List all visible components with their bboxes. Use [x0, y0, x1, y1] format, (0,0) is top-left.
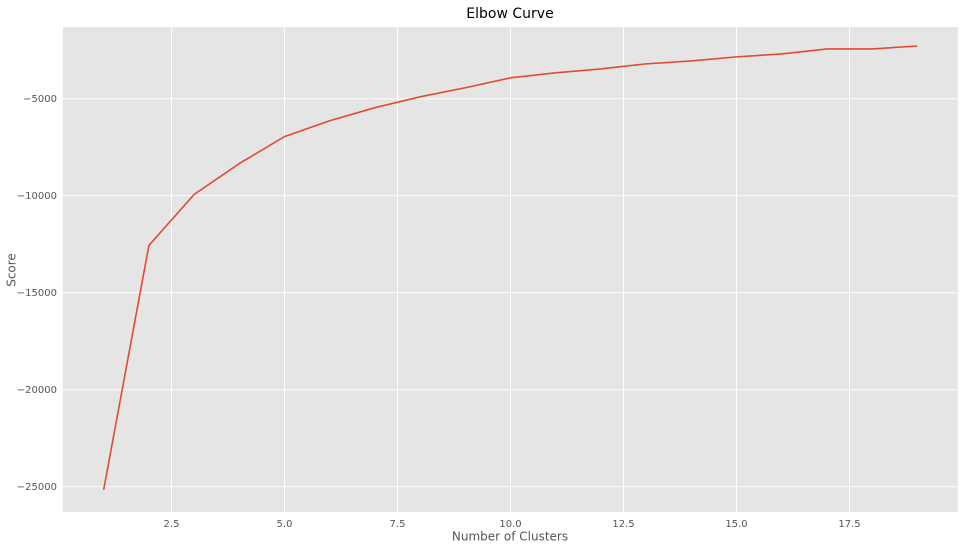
x-tick-label: 2.5	[164, 519, 180, 530]
y-tick-label: −5000	[23, 94, 57, 105]
x-tick-label: 5.0	[277, 519, 293, 530]
x-tick-label: 15.0	[725, 519, 747, 530]
x-tick-label: 7.5	[390, 519, 406, 530]
x-tick-label: 12.5	[612, 519, 634, 530]
line	[102, 45, 918, 490]
x-axis-label: Number of Clusters	[452, 530, 568, 544]
x-tick-label: 10.0	[499, 519, 521, 530]
x-tick-label: 17.5	[838, 519, 860, 530]
y-tick-label: −15000	[17, 288, 57, 299]
y-tick-label: −20000	[17, 385, 57, 396]
y-axis-label: Score	[5, 253, 19, 287]
y-tick-label: −25000	[17, 482, 57, 493]
y-tick-label: −10000	[17, 191, 57, 202]
chart-title: Elbow Curve	[466, 6, 553, 22]
